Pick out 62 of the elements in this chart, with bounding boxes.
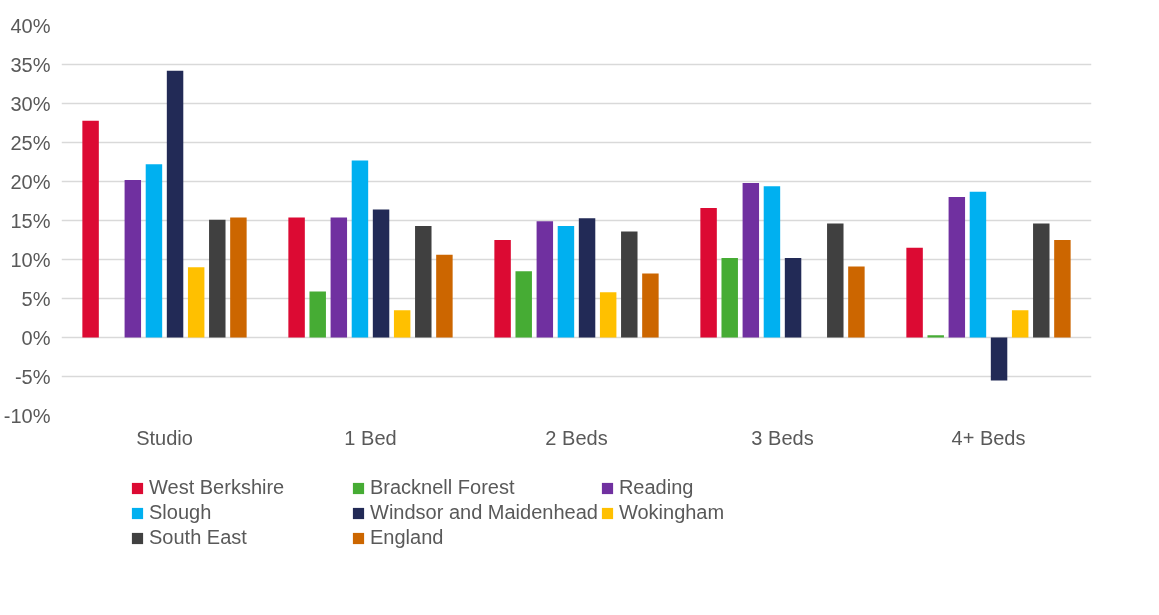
y-tick-label: 25% [10, 131, 51, 154]
legend-label: Reading [618, 476, 695, 499]
bar [969, 191, 987, 338]
bar [763, 186, 781, 338]
bar [288, 217, 305, 338]
y-tick-label: 5% [21, 287, 51, 310]
legend-label: England [370, 526, 445, 549]
bar [82, 120, 99, 338]
bar [848, 266, 865, 338]
bar [827, 223, 844, 338]
bar [230, 217, 247, 338]
bar [145, 164, 163, 338]
bar [742, 183, 760, 338]
bar [578, 218, 596, 338]
legend-label: Bracknell Forest [370, 476, 516, 499]
y-tick-label: 10% [10, 248, 51, 271]
y-tick-label: -10% [3, 404, 51, 427]
bar [309, 291, 326, 338]
legend-label: West Berkshire [149, 476, 286, 499]
y-tick-label: 30% [10, 92, 51, 115]
bar [124, 179, 142, 338]
bar [515, 271, 532, 338]
y-tick-label: 15% [10, 209, 51, 232]
x-tick-label: 1 Bed [344, 426, 397, 449]
bar [187, 267, 205, 338]
legend-label: South East [149, 526, 248, 549]
y-tick-label: -5% [14, 365, 51, 388]
y-tick-label: 20% [10, 170, 51, 193]
bar [209, 219, 226, 338]
bar [330, 217, 348, 338]
bar [557, 225, 575, 338]
bar [1033, 223, 1050, 338]
bar [166, 70, 184, 338]
bar [393, 310, 411, 338]
x-tick-label: Studio [136, 426, 193, 449]
bar [494, 240, 511, 338]
y-tick-label: 0% [21, 326, 51, 349]
y-tick-label: 40% [10, 14, 51, 37]
bar [990, 337, 1008, 381]
legend-label: Slough [149, 501, 213, 524]
bar [1011, 310, 1029, 338]
x-tick-label: 4+ Beds [951, 426, 1026, 449]
bar [948, 197, 966, 338]
bar [906, 247, 923, 338]
bar [621, 231, 638, 338]
bar [1054, 240, 1071, 338]
x-tick-label: 2 Beds [545, 426, 608, 449]
bar [927, 335, 944, 338]
bar [536, 221, 554, 338]
bar [599, 292, 617, 338]
bar [415, 225, 432, 338]
legend-label: Windsor and Maidenhead [370, 501, 598, 524]
legend-label: Wokingham [618, 501, 726, 524]
bar [784, 257, 802, 338]
bar [372, 209, 390, 338]
bar [642, 273, 659, 338]
bar [351, 160, 369, 338]
bar [721, 257, 738, 338]
x-tick-label: 3 Beds [751, 426, 814, 449]
y-tick-label: 35% [10, 53, 51, 76]
bar [700, 208, 717, 338]
bar [436, 254, 453, 338]
